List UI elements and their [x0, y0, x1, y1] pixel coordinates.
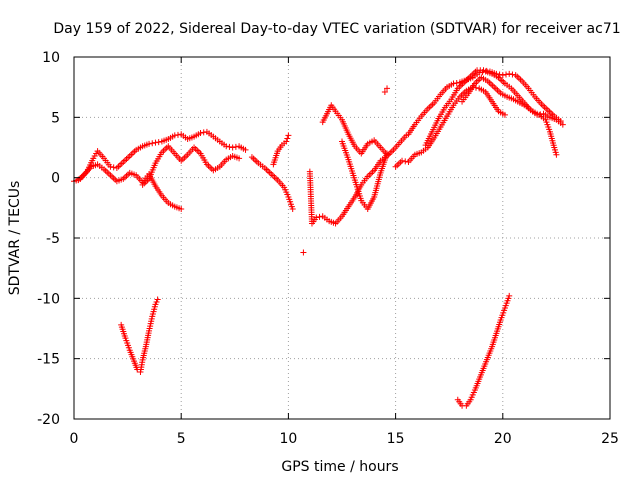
series-arc-c	[139, 143, 243, 188]
data-point	[223, 143, 230, 150]
data-point	[453, 79, 460, 86]
data-point	[399, 157, 406, 164]
data-point	[149, 140, 156, 147]
data-point	[499, 72, 506, 79]
data-point	[174, 131, 181, 138]
y-tick-label: 10	[42, 50, 60, 66]
series-arc-g	[319, 102, 391, 158]
series-arc-m	[118, 296, 161, 375]
data-point	[557, 117, 564, 124]
data-point	[232, 143, 239, 150]
data-point	[284, 135, 291, 142]
x-tick-label: 0	[70, 431, 79, 447]
series-arc-d	[248, 154, 296, 213]
data-point	[402, 158, 409, 165]
data-point	[197, 130, 204, 137]
grid	[74, 57, 610, 419]
data-point	[283, 138, 290, 145]
data-point	[480, 67, 487, 74]
data-point	[501, 111, 508, 118]
series-arc-k	[422, 67, 564, 149]
x-tick-label: 25	[601, 431, 619, 447]
data-point	[289, 206, 296, 213]
data-point	[381, 88, 388, 95]
data-point	[229, 144, 236, 151]
x-tick-label: 15	[387, 431, 405, 447]
x-axis-label: GPS time / hours	[281, 459, 398, 475]
data-point	[450, 80, 457, 87]
data-point	[559, 121, 566, 128]
data-point	[110, 164, 117, 171]
data-point	[107, 163, 114, 170]
data-point	[483, 67, 490, 74]
data-points	[71, 67, 566, 409]
data-point	[384, 85, 391, 92]
data-point	[506, 70, 513, 77]
data-point	[171, 132, 178, 139]
data-point	[236, 155, 243, 162]
data-point	[506, 292, 513, 299]
data-point	[300, 249, 307, 256]
data-point	[509, 71, 516, 78]
data-point	[242, 146, 249, 153]
y-tick-label: -5	[46, 231, 60, 247]
series-arc-n	[454, 292, 513, 409]
data-point	[316, 213, 323, 220]
data-point	[285, 132, 292, 139]
series-arc-i	[392, 84, 508, 170]
series-arc-h	[339, 85, 391, 213]
x-tick-label: 10	[279, 431, 297, 447]
data-point	[178, 206, 185, 213]
y-tick-label: -10	[37, 291, 60, 307]
data-point	[146, 140, 153, 147]
data-point	[384, 150, 391, 157]
y-tick-label: 0	[51, 171, 60, 187]
x-tick-label: 5	[177, 431, 186, 447]
data-point	[154, 296, 161, 303]
data-point	[503, 71, 510, 78]
data-point	[152, 139, 159, 146]
data-point	[226, 143, 233, 150]
y-tick-label: 5	[51, 110, 60, 126]
data-point	[200, 129, 207, 136]
data-point	[493, 70, 500, 77]
chart-title: Day 159 of 2022, Sidereal Day-to-day VTE…	[53, 21, 620, 37]
y-tick-label: -20	[37, 412, 60, 428]
series-arc-l	[459, 74, 560, 158]
series-arc-e	[270, 132, 292, 168]
data-point	[553, 151, 560, 158]
data-point	[155, 139, 162, 146]
axis-ticks: 0 5 10 15 20 25 10 5 0 -5 -10 -15 -20	[37, 50, 619, 447]
x-tick-label: 20	[494, 431, 512, 447]
data-point	[496, 71, 503, 78]
y-tick-label: -15	[37, 352, 60, 368]
y-axis-label: SDTVAR / TECUs	[7, 181, 23, 296]
data-point	[313, 214, 320, 221]
